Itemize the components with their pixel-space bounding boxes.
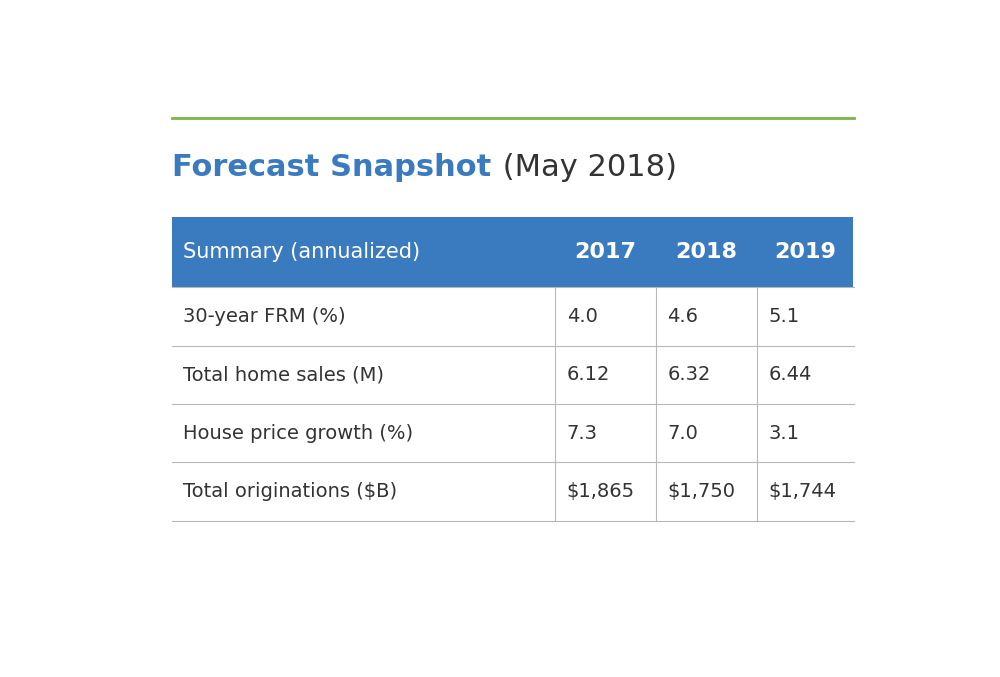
Text: 7.0: 7.0 (668, 424, 698, 443)
Text: 2017: 2017 (574, 242, 637, 262)
Text: Total home sales (M): Total home sales (M) (183, 365, 384, 385)
Text: Total originations ($B): Total originations ($B) (183, 482, 397, 501)
Text: 7.3: 7.3 (567, 424, 598, 443)
Text: House price growth (%): House price growth (%) (183, 424, 413, 443)
Text: 3.1: 3.1 (768, 424, 799, 443)
Text: 6.44: 6.44 (768, 365, 812, 385)
Text: 6.12: 6.12 (567, 365, 610, 385)
Text: 5.1: 5.1 (768, 307, 799, 326)
Text: 6.32: 6.32 (668, 365, 711, 385)
Text: 4.0: 4.0 (567, 307, 598, 326)
Text: $1,750: $1,750 (668, 482, 736, 501)
Text: 2018: 2018 (675, 242, 737, 262)
Text: Summary (annualized): Summary (annualized) (183, 242, 420, 262)
Text: 2019: 2019 (774, 242, 836, 262)
Text: $1,865: $1,865 (567, 482, 635, 501)
Text: 4.6: 4.6 (668, 307, 698, 326)
Text: 30-year FRM (%): 30-year FRM (%) (183, 307, 346, 326)
Text: Forecast Snapshot: Forecast Snapshot (172, 153, 491, 181)
Text: $1,744: $1,744 (768, 482, 836, 501)
Bar (172, 217, 853, 287)
Text: (May 2018): (May 2018) (493, 153, 677, 181)
